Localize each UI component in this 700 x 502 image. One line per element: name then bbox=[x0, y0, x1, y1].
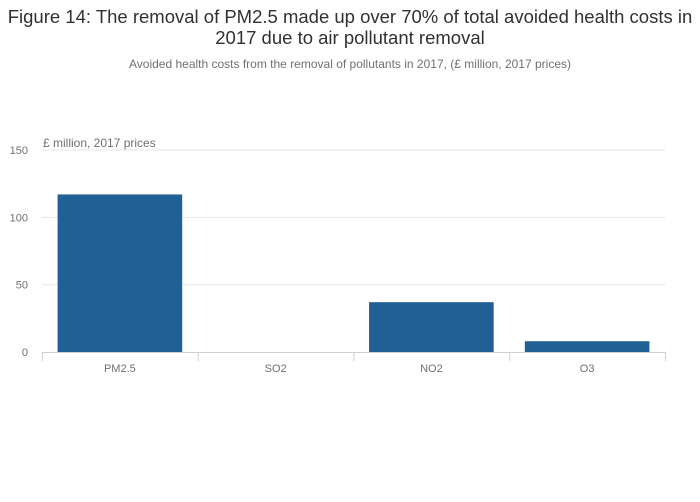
y-axis-unit-label: £ million, 2017 prices bbox=[43, 136, 156, 150]
bar-no2 bbox=[369, 302, 494, 352]
chart-subtitle: Avoided health costs from the removal of… bbox=[128, 57, 571, 71]
y-tick-label: 0 bbox=[22, 347, 28, 359]
bar-o3 bbox=[524, 341, 650, 352]
y-tick-label: 50 bbox=[16, 280, 28, 292]
x-tick-label: PM2.5 bbox=[104, 363, 136, 375]
x-tick-label: O3 bbox=[580, 363, 595, 375]
bars bbox=[57, 194, 650, 352]
bar-pm25 bbox=[57, 194, 183, 352]
y-axis: 0 50 100 150 bbox=[10, 145, 28, 359]
x-tick-label: SO2 bbox=[265, 363, 287, 375]
x-axis bbox=[42, 352, 666, 361]
x-tick-label: NO2 bbox=[420, 363, 443, 375]
y-tick-label: 100 bbox=[10, 212, 28, 224]
y-tick-label: 150 bbox=[10, 145, 28, 157]
chart-title: Figure 14: The removal of PM2.5 made up … bbox=[7, 6, 693, 48]
x-tick-labels: PM2.5 SO2 NO2 O3 bbox=[104, 363, 594, 375]
